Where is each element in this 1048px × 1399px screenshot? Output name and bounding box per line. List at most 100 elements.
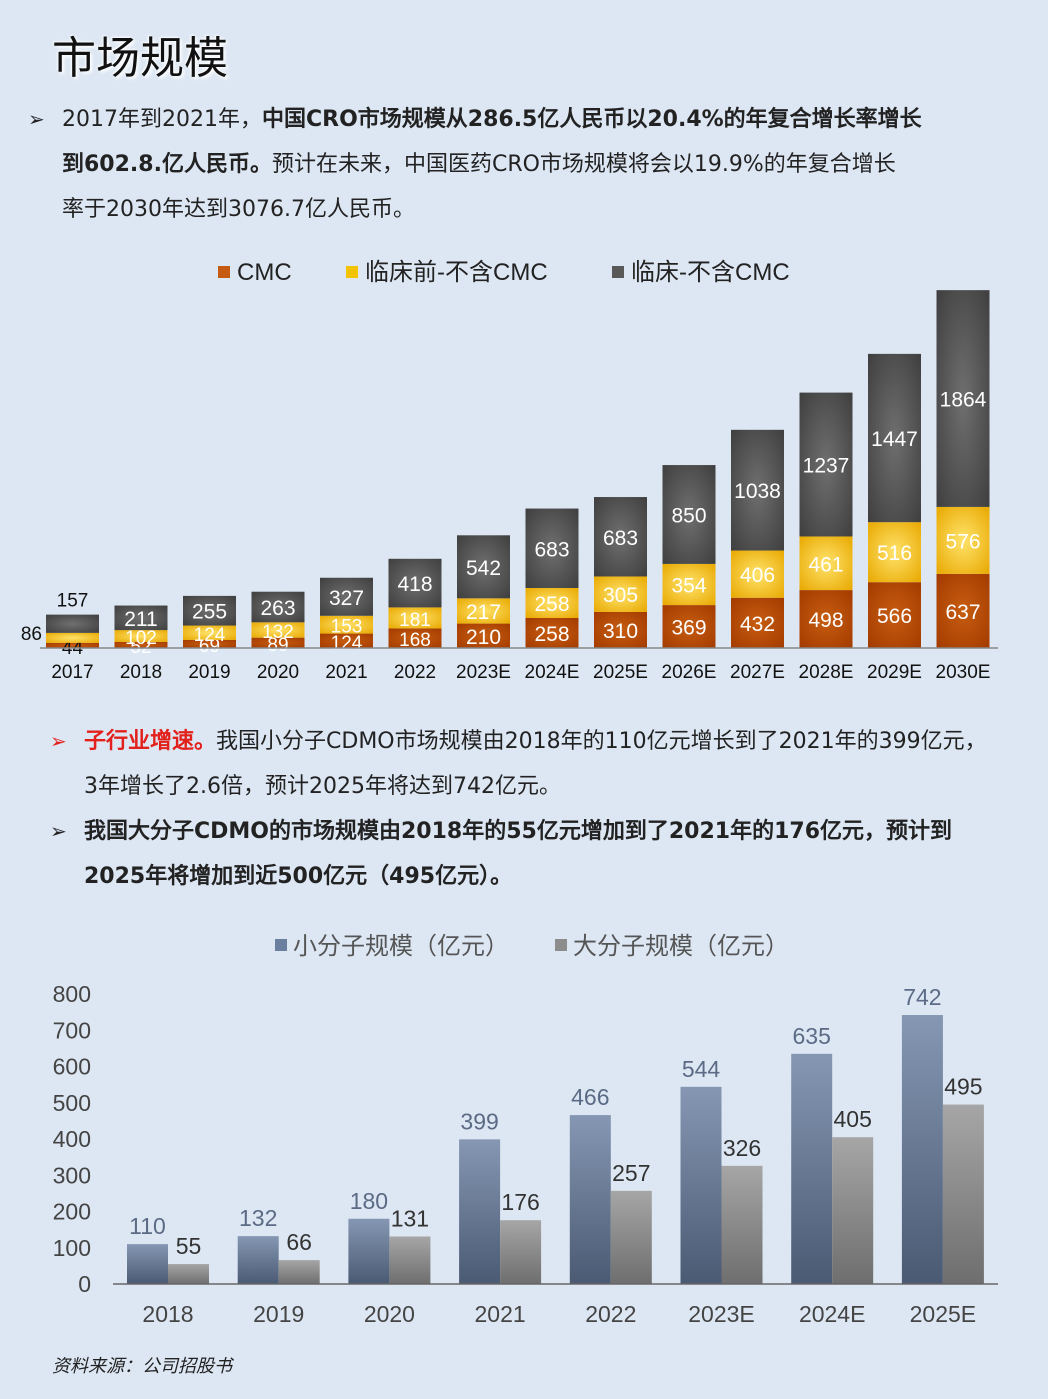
y-tick-label: 500 xyxy=(53,1090,91,1116)
x-tick-label: 2017 xyxy=(51,662,93,683)
data-label-cmc: 369 xyxy=(671,617,706,640)
bullet-subindustry-growth: ➢ 子行业增速。我国小分子CDMO市场规模由2018年的110亿元增长到了202… xyxy=(50,719,1048,809)
data-label-large-molecule: 176 xyxy=(501,1189,539,1215)
bar-clinical xyxy=(388,558,442,608)
data-label-small-molecule: 399 xyxy=(460,1108,498,1134)
data-label-clinical: 157 xyxy=(57,591,89,612)
bar-cmc xyxy=(525,617,579,648)
page-title: 市场规模 xyxy=(52,33,228,84)
bar-preclinical xyxy=(251,622,305,638)
data-label-cmc: 310 xyxy=(603,620,638,643)
bar-clinical xyxy=(799,392,853,537)
data-label-preclinical: 124 xyxy=(194,625,226,646)
bar-preclinical xyxy=(868,522,921,583)
cdmo-bar-chart: 小分子规模（亿元） 大分子规模（亿元） 0 100 200 300 400 500 600 70… xyxy=(53,933,998,1327)
legend-label-large-molecule: 大分子规模（亿元） xyxy=(573,933,789,960)
bar-clinical xyxy=(46,614,99,633)
data-label-small-molecule: 132 xyxy=(239,1205,277,1231)
bar-clinical xyxy=(662,465,716,564)
bar-cmc xyxy=(320,633,373,648)
legend-swatch-cmc xyxy=(218,266,230,278)
y-tick-label: 700 xyxy=(53,1017,91,1043)
data-label-cmc: 258 xyxy=(534,623,569,646)
legend-label-small-molecule: 小分子规模（亿元） xyxy=(293,933,509,960)
data-label-preclinical: 181 xyxy=(399,610,431,631)
bar-large-molecule xyxy=(389,1236,431,1284)
x-tick-label: 2026E xyxy=(662,662,717,683)
data-label-small-molecule: 544 xyxy=(682,1056,721,1082)
data-label-cmc: 210 xyxy=(466,626,501,649)
data-label-preclinical: 102 xyxy=(125,628,157,649)
data-label-small-molecule: 466 xyxy=(571,1084,609,1110)
data-label-large-molecule: 66 xyxy=(286,1229,312,1255)
bar-preclinical xyxy=(594,576,647,612)
data-label-clinical: 850 xyxy=(671,504,706,527)
bar-large-molecule xyxy=(832,1137,874,1284)
data-label-large-molecule: 495 xyxy=(944,1074,982,1100)
x-tick-label: 2023E xyxy=(456,662,511,683)
data-label-clinical: 683 xyxy=(603,527,638,550)
bullet-text: 我国小分子CDMO市场规模由2018年的110亿元增长到了2021年的399亿元… xyxy=(216,729,987,754)
data-label-cmc: 432 xyxy=(740,613,775,636)
bar-cmc xyxy=(799,590,853,648)
data-label-clinical: 1237 xyxy=(803,455,850,478)
x-tick-label: 2018 xyxy=(120,662,162,683)
data-label-preclinical: 258 xyxy=(534,593,569,616)
x-tick-label: 2027E xyxy=(730,662,785,683)
legend-swatch-large-molecule xyxy=(555,939,567,951)
bar-preclinical xyxy=(320,615,373,634)
x-tick-label: 2025E xyxy=(593,662,648,683)
x-tick-label: 2021 xyxy=(325,662,367,683)
bar-preclinical xyxy=(662,563,716,606)
data-label-small-molecule: 742 xyxy=(903,984,941,1010)
data-label-clinical: 683 xyxy=(534,538,569,561)
bullet-text: 率于2030年达到3076.7亿人民币。 xyxy=(62,197,415,222)
data-label-cmc: 637 xyxy=(945,601,980,624)
bar-cmc xyxy=(46,642,99,648)
legend-swatch-clinical xyxy=(612,266,624,278)
bar-preclinical xyxy=(46,632,99,643)
data-label-clinical: 542 xyxy=(466,557,501,580)
y-tick-label: 0 xyxy=(78,1271,91,1297)
data-label-preclinical: 217 xyxy=(466,601,501,624)
bar-clinical xyxy=(251,591,305,623)
bar-large-molecule xyxy=(278,1260,320,1284)
bar-cmc xyxy=(731,597,784,648)
x-tick-label: 2022 xyxy=(585,1301,636,1327)
arrow-bullet-icon: ➢ xyxy=(50,729,67,753)
bullet-text: 3年增长了2.6倍，预计2025年将达到742亿元。 xyxy=(84,774,561,799)
bar-cmc xyxy=(114,641,168,648)
bar-cmc xyxy=(251,637,305,648)
bar-large-molecule xyxy=(610,1190,652,1284)
y-tick-label: 200 xyxy=(53,1199,91,1225)
x-tick-label: 2018 xyxy=(142,1301,193,1327)
data-label-preclinical: 153 xyxy=(331,617,363,638)
data-label-large-molecule: 257 xyxy=(612,1160,650,1186)
bar-cmc xyxy=(936,573,990,648)
y-tick-label: 300 xyxy=(53,1162,91,1188)
data-label-small-molecule: 110 xyxy=(129,1213,166,1239)
cro-stacked-bar-chart: CMC 临床前-不含CMC 临床-不含CMC 4486157521022116912… xyxy=(21,259,998,683)
data-label-cmc: 498 xyxy=(808,609,843,632)
data-label-clinical: 327 xyxy=(329,587,364,610)
x-tick-label: 2024E xyxy=(799,1301,866,1327)
bar-cmc xyxy=(662,605,716,648)
data-label-preclinical: 406 xyxy=(740,564,775,587)
bar-cmc xyxy=(183,639,236,648)
data-label-large-molecule: 55 xyxy=(176,1233,202,1259)
bar-large-molecule xyxy=(942,1104,984,1284)
data-label-small-molecule: 635 xyxy=(793,1023,831,1049)
legend-swatch-preclinical xyxy=(346,266,358,278)
bar-preclinical xyxy=(731,550,784,598)
bullet-large-molecule: ➢ 我国大分子CDMO的市场规模由2018年的55亿元增加到了2021年的176… xyxy=(50,809,1048,899)
bar-clinical xyxy=(731,429,784,551)
data-label-clinical: 263 xyxy=(260,597,295,620)
bar-preclinical xyxy=(457,598,510,624)
bar-clinical xyxy=(936,290,990,507)
x-tick-label: 2029E xyxy=(867,662,922,683)
bullet-text: 我国大分子CDMO的市场规模由2018年的55亿元增加到了2021年的176亿元… xyxy=(84,819,953,844)
data-label-preclinical: 354 xyxy=(671,575,706,598)
bar-small-molecule xyxy=(901,1015,943,1284)
data-label-cmc: 89 xyxy=(267,635,288,656)
data-label-preclinical: 576 xyxy=(945,530,980,553)
